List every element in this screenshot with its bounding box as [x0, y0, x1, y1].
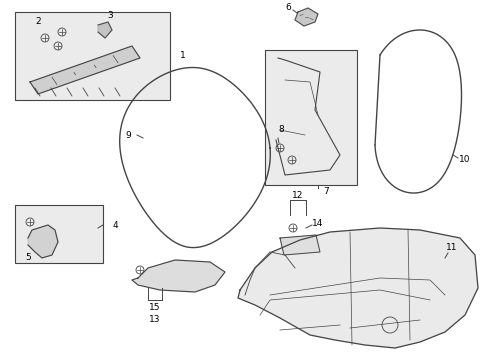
Text: 4: 4	[112, 220, 118, 230]
Text: 14: 14	[312, 219, 323, 228]
Bar	[264, 50, 356, 185]
Polygon shape	[294, 8, 317, 26]
Text: 12: 12	[292, 190, 303, 199]
Text: 8: 8	[278, 126, 284, 135]
Polygon shape	[280, 235, 319, 255]
Text: 13: 13	[149, 315, 161, 324]
Text: 3: 3	[107, 12, 113, 21]
Polygon shape	[238, 228, 477, 348]
Bar	[15, 12, 170, 100]
Text: 1: 1	[180, 50, 185, 59]
Polygon shape	[132, 260, 224, 292]
Text: 10: 10	[458, 156, 470, 165]
Polygon shape	[28, 225, 58, 258]
Text: 11: 11	[446, 243, 457, 252]
Text: 15: 15	[149, 303, 161, 312]
Text: 6: 6	[285, 4, 290, 13]
Text: 2: 2	[35, 18, 41, 27]
Text: 5: 5	[25, 253, 31, 262]
Polygon shape	[30, 46, 140, 94]
Text: 7: 7	[323, 188, 328, 197]
Bar	[15, 205, 103, 263]
Polygon shape	[98, 22, 112, 38]
Text: 9: 9	[125, 130, 131, 139]
